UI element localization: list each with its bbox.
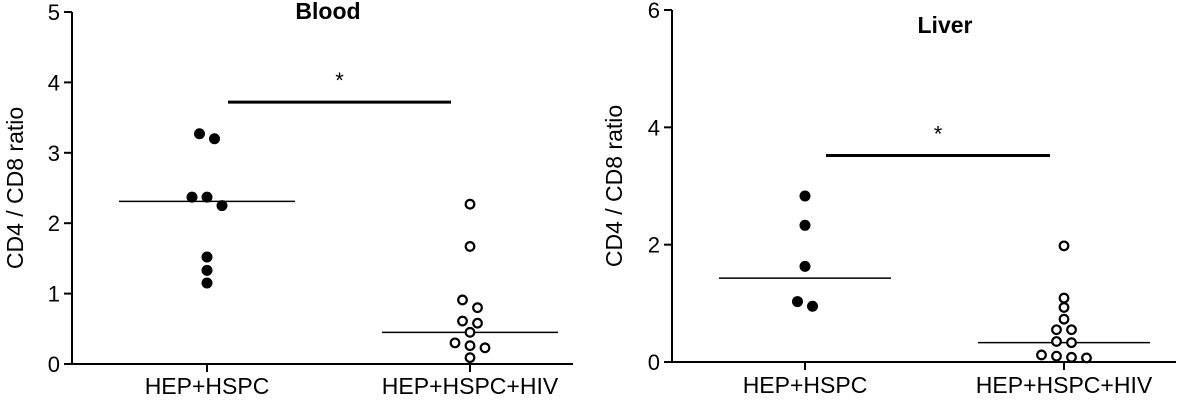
data-point <box>799 219 811 231</box>
blood-points <box>186 128 491 364</box>
data-point <box>194 128 205 140</box>
data-point <box>807 300 818 312</box>
data-point <box>201 251 213 263</box>
liver-x-ticks: HEP+HSPC HEP+HSPC+HIV <box>743 362 1153 398</box>
data-point <box>201 191 213 203</box>
data-point <box>1051 336 1062 347</box>
y-tick-label: 6 <box>648 0 660 23</box>
blood-y-axis-label: CD4 / CD8 ratio <box>2 107 28 269</box>
x-category-label: HEP+HSPC+HIV <box>976 372 1153 398</box>
data-point <box>792 296 803 308</box>
data-point <box>186 191 198 203</box>
data-point <box>1058 313 1070 325</box>
data-point <box>216 200 228 212</box>
y-tick-label: 4 <box>648 115 660 140</box>
blood-title: Blood <box>295 0 360 24</box>
data-point <box>201 264 213 276</box>
x-category-label: HEP+HSPC+HIV <box>382 373 559 399</box>
data-point <box>464 198 476 210</box>
data-point <box>1058 240 1070 252</box>
y-tick-label: 1 <box>48 282 60 307</box>
data-point <box>457 315 468 327</box>
data-point <box>1081 352 1092 364</box>
y-tick-label: 4 <box>48 70 60 95</box>
data-point <box>1066 351 1077 363</box>
data-point <box>464 340 476 352</box>
liver-points <box>792 190 1092 364</box>
data-point <box>201 277 213 289</box>
data-point <box>799 260 811 272</box>
data-point <box>209 133 220 145</box>
x-category-label: HEP+HSPC <box>743 372 868 398</box>
data-point <box>464 352 476 364</box>
data-point <box>1036 349 1047 361</box>
y-tick-label: 2 <box>48 211 60 236</box>
data-point <box>472 302 483 314</box>
data-point <box>1058 302 1070 313</box>
data-point <box>472 317 483 329</box>
y-tick-label: 0 <box>48 352 60 377</box>
data-point <box>479 342 491 354</box>
data-point <box>449 337 461 349</box>
blood-significance: * <box>228 68 451 104</box>
blood-x-ticks: HEP+HSPC HEP+HSPC+HIV <box>145 364 559 399</box>
liver-y-ticks: 0 2 4 6 <box>648 0 672 375</box>
liver-title: Liver <box>918 12 973 38</box>
data-point <box>1066 337 1077 349</box>
data-point <box>464 326 476 338</box>
y-tick-label: 0 <box>648 350 660 375</box>
x-category-label: HEP+HSPC <box>145 373 270 399</box>
blood-medians <box>119 200 558 334</box>
data-point <box>457 294 468 306</box>
data-point <box>1058 292 1070 304</box>
liver-significance: * <box>826 121 1050 157</box>
significance-star: * <box>934 121 943 146</box>
liver-y-axis-label: CD4 / CD8 ratio <box>601 105 627 267</box>
y-tick-label: 3 <box>48 141 60 166</box>
significance-star: * <box>335 68 344 93</box>
data-point <box>1051 350 1062 362</box>
data-point <box>1051 324 1062 336</box>
liver-medians <box>719 277 1150 344</box>
data-point <box>799 190 811 202</box>
data-point <box>464 241 476 252</box>
blood-y-ticks: 0 1 2 3 4 5 <box>48 0 72 377</box>
y-tick-label: 5 <box>48 0 60 25</box>
y-tick-label: 2 <box>648 233 660 258</box>
data-point <box>1066 324 1077 336</box>
